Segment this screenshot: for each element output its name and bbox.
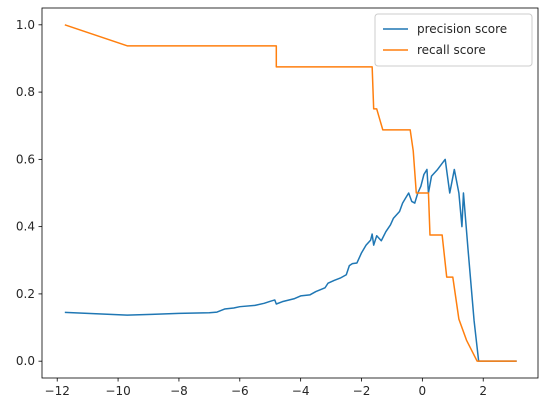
- x-tick-label: −4: [292, 384, 310, 398]
- legend-label-1: recall score: [417, 43, 486, 57]
- plot-frame: [41, 7, 539, 379]
- series-layer: [64, 24, 517, 362]
- x-tick-label: 2: [479, 384, 487, 398]
- x-tick-label: −12: [45, 384, 70, 398]
- x-tick-label: −2: [353, 384, 371, 398]
- y-tick-label: 1.0: [16, 18, 35, 32]
- series-line-0: [64, 158, 517, 362]
- x-tick-label: 0: [419, 384, 427, 398]
- x-tick-label: −8: [170, 384, 188, 398]
- y-tick-label: 0.4: [16, 220, 35, 234]
- y-tick-label: 0.0: [16, 354, 35, 368]
- y-tick-label: 0.8: [16, 85, 35, 99]
- legend-box: [374, 13, 533, 67]
- x-tick-label: −10: [105, 384, 130, 398]
- y-tick-label: 0.6: [16, 152, 35, 166]
- x-axis: −12 −10 −8 −6 −4 −2 0 2: [45, 378, 487, 398]
- legend: precision score recall score: [374, 13, 533, 67]
- series-line-1: [64, 24, 517, 362]
- y-axis: 0.0 0.2 0.4 0.6 0.8 1.0: [16, 18, 42, 368]
- y-tick-label: 0.2: [16, 287, 35, 301]
- x-tick-label: −6: [231, 384, 249, 398]
- legend-label-0: precision score: [417, 22, 507, 36]
